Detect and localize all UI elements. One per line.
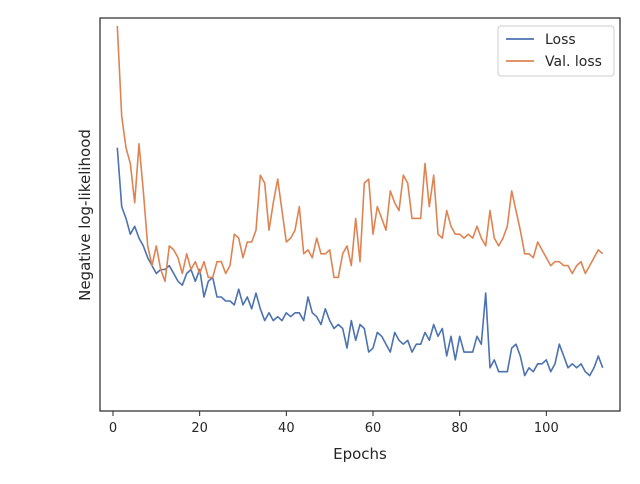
series-layer xyxy=(116,25,604,377)
series-line-val-loss xyxy=(116,25,604,283)
x-tick-label: 20 xyxy=(191,421,208,436)
legend-entry: Loss xyxy=(545,32,576,48)
legend-entry: Val. loss xyxy=(545,54,602,70)
x-tick-label: 40 xyxy=(278,421,295,436)
x-tick-label: 0 xyxy=(109,421,117,436)
x-tick-label: 80 xyxy=(451,421,468,436)
x-axis-ticks: 0 20 40 60 80 100 xyxy=(109,411,559,436)
y-axis-label: Negative log-likelihood xyxy=(76,129,94,301)
x-axis-label: Epochs xyxy=(333,445,387,463)
series-line-loss xyxy=(116,147,604,377)
x-tick-label: 60 xyxy=(365,421,382,436)
plot-area-frame xyxy=(99,17,621,412)
legend: Loss Val. loss xyxy=(497,25,615,77)
x-tick-label: 100 xyxy=(534,421,559,436)
